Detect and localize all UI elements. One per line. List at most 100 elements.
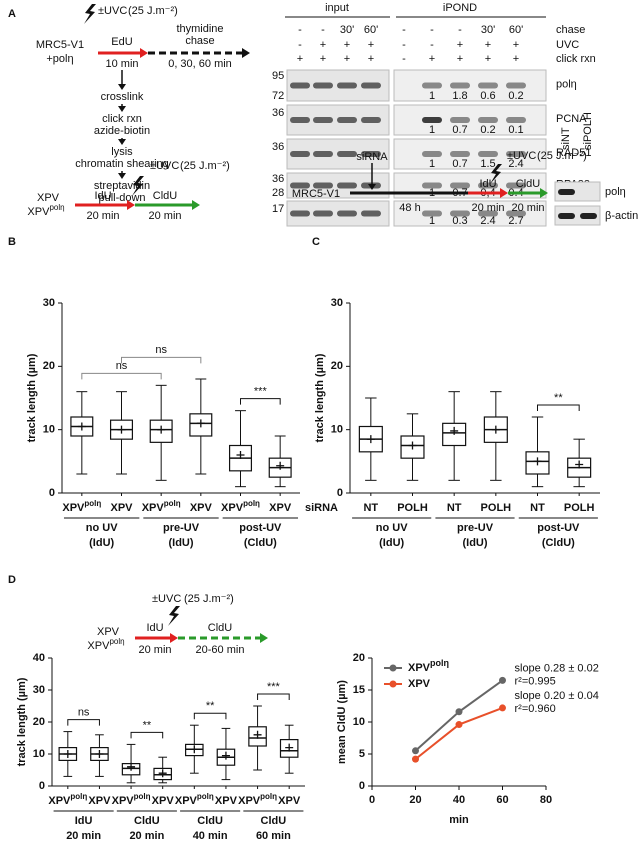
blot-band: [450, 182, 470, 189]
x-tick-label: NT: [363, 502, 378, 514]
blot-band: [337, 182, 357, 189]
lane-label: siNT: [560, 127, 572, 150]
mean-marker: [575, 460, 584, 469]
mw-label: 95: [272, 70, 284, 82]
label-sup: polη: [134, 792, 151, 801]
protein-label: polη: [605, 186, 626, 198]
y-tick-label: 10: [331, 424, 343, 436]
y-tick-label: 40: [33, 652, 45, 664]
blot-band: [478, 82, 498, 89]
band-quant: 0.7: [452, 158, 467, 170]
label-sup: polη: [243, 499, 260, 508]
x-tick-label: XPVpolη: [238, 792, 277, 807]
condition-mark: -: [430, 24, 434, 36]
panel-label: A: [8, 8, 16, 20]
blot-band: [290, 151, 310, 157]
condition-mark: -: [298, 24, 302, 36]
label: ±UVC: [507, 150, 536, 162]
mean-marker: [491, 425, 500, 434]
group-label: post-UV: [239, 522, 282, 534]
mean-marker: [157, 425, 166, 434]
blot-band: [558, 189, 575, 195]
band-quant: 1: [429, 215, 435, 227]
group-label: no UV: [376, 522, 408, 534]
condition-mark: +: [429, 53, 435, 65]
condition-mark: -: [430, 39, 434, 51]
label-sup: polη: [109, 637, 124, 646]
legend-name: XPV: [408, 678, 431, 690]
legend-sup: polη: [430, 658, 449, 668]
data-point: [455, 708, 463, 716]
label-main: XPV: [88, 795, 111, 807]
blot-band: [450, 117, 470, 123]
condition-mark: +: [513, 53, 519, 65]
label: ±UVC: [98, 5, 127, 17]
sig-label: **: [554, 392, 563, 404]
idu-arrow-head: [170, 633, 178, 643]
blot-band: [337, 117, 357, 123]
label-main: NT: [447, 502, 462, 514]
fit-annotation: slope 0.20 ± 0.04: [515, 690, 599, 702]
condition-mark: -: [321, 24, 325, 36]
blot-band: [422, 210, 442, 217]
y-tick-label: 30: [33, 684, 45, 696]
blot-band: [337, 82, 357, 89]
label: 0, 30, 60 min: [168, 58, 232, 70]
blot-band: [450, 151, 470, 157]
label: 20 min: [511, 202, 544, 214]
blot-band: [313, 82, 333, 89]
y-tick-label: 0: [39, 780, 45, 792]
x-tick-label: XPV: [110, 502, 133, 514]
label: 20 min: [86, 210, 119, 222]
label-main: XPV: [278, 795, 301, 807]
mean-marker: [190, 745, 199, 754]
condition-mark: 60': [364, 24, 378, 36]
x-tick-label: NT: [447, 502, 462, 514]
fit-annotation: r²=0.960: [515, 703, 556, 715]
mean-marker: [221, 751, 230, 760]
mean-marker: [366, 435, 375, 444]
band-quant: 0.7: [452, 124, 467, 136]
protein-label: PCNA: [556, 113, 587, 125]
mw-label: 36: [272, 141, 284, 153]
label-main: XPV: [215, 795, 238, 807]
blot-band: [361, 210, 381, 217]
label: chase: [556, 24, 585, 36]
cldu-arrow-head: [260, 633, 268, 643]
y-tick-label: 20: [331, 360, 343, 372]
uv-bolt: [490, 164, 502, 184]
y-tick-label: 10: [33, 748, 45, 760]
band-quant: 0.3: [452, 215, 467, 227]
mean-marker: [450, 426, 459, 435]
legend-name: XPV: [408, 662, 431, 674]
mw-label: 28: [272, 187, 284, 199]
group-label: pre-UV: [163, 522, 200, 534]
data-point: [412, 747, 419, 755]
y-axis-label: track length (µm): [314, 353, 326, 442]
uv-bolt: [168, 606, 180, 626]
blot-band: [290, 82, 310, 89]
label: (25 J.m⁻²): [180, 160, 230, 172]
data-point: [499, 704, 506, 712]
uv-bolt: [132, 176, 144, 196]
x-tick-label: 0: [369, 794, 375, 806]
label-main: POLH: [397, 502, 428, 514]
idu-arrow-head: [127, 200, 135, 210]
group-label: 20 min: [129, 830, 164, 842]
label: 48 h: [399, 202, 420, 214]
mean-marker: [77, 422, 86, 431]
condition-mark: +: [485, 53, 491, 65]
label-sup: polη: [84, 499, 101, 508]
label: input: [325, 2, 349, 14]
sig-bracket: [130, 731, 164, 739]
blot-band: [422, 117, 442, 123]
x-tick-label: XPVpolη: [221, 499, 260, 514]
legend-marker: [389, 664, 397, 672]
label-sup: polη: [49, 203, 64, 212]
row-label: siRNA: [305, 502, 338, 514]
blot-band: [450, 210, 470, 217]
group-label: IdU: [75, 815, 93, 827]
blot-panel: [554, 205, 601, 226]
label: 20 min: [148, 210, 181, 222]
